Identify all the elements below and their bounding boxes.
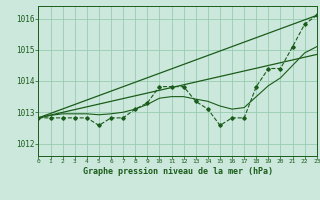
X-axis label: Graphe pression niveau de la mer (hPa): Graphe pression niveau de la mer (hPa) <box>83 167 273 176</box>
